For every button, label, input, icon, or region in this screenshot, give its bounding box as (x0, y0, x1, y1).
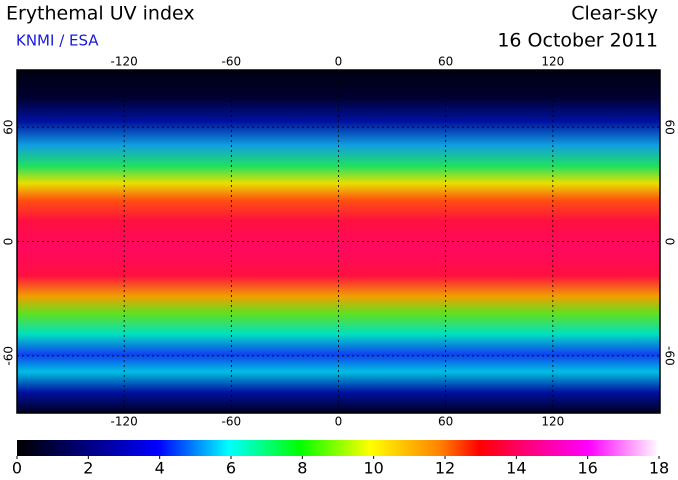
colorbar-label: 6 (226, 459, 236, 478)
lon-label: 60 (438, 415, 453, 429)
lon-label: -60 (222, 415, 242, 429)
lon-label: 60 (438, 55, 453, 69)
lon-label: -60 (222, 55, 242, 69)
date: 16 October 2011 (497, 30, 658, 52)
lon-label: 0 (335, 415, 343, 429)
colorbar-label: 14 (506, 459, 526, 478)
colorbar-label: 4 (155, 459, 165, 478)
colorbar-label: 18 (649, 459, 669, 478)
lon-label: -120 (111, 55, 138, 69)
lon-label: -120 (111, 415, 138, 429)
colorbar-label: 8 (297, 459, 307, 478)
condition: Clear-sky (571, 3, 658, 25)
lon-label: 0 (335, 55, 343, 69)
colorbar-label: 12 (435, 459, 455, 478)
lat-label: 60 (663, 120, 677, 135)
lon-label: 120 (541, 415, 564, 429)
colorbar-label: 16 (577, 459, 597, 478)
lat-label: -60 (2, 346, 16, 366)
colorbar-label: 0 (12, 459, 22, 478)
colorbar-label: 2 (83, 459, 93, 478)
lat-label: 0 (663, 238, 677, 246)
lat-label: 0 (2, 238, 16, 246)
colorbar (17, 440, 659, 456)
lat-label: 60 (2, 120, 16, 135)
lat-label: -60 (663, 346, 677, 366)
title: Erythemal UV index (6, 3, 195, 25)
source: KNMI / ESA (16, 32, 99, 50)
lon-label: 120 (541, 55, 564, 69)
colorbar-label: 10 (363, 459, 383, 478)
